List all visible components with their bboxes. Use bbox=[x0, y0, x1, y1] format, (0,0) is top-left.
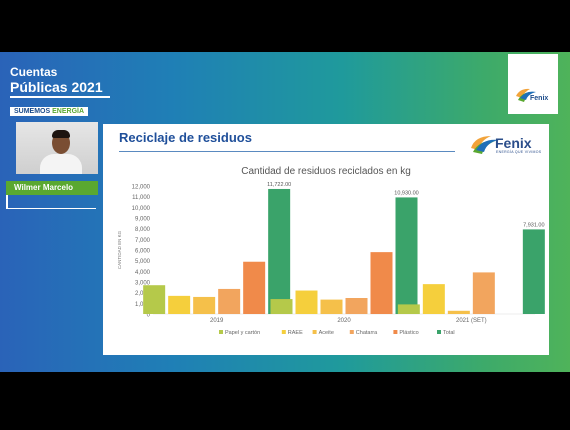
y-tick-label: 6,000 bbox=[135, 249, 151, 255]
slide-logo-text: Fenix bbox=[495, 135, 532, 151]
y-tick-label: 8,000 bbox=[135, 227, 151, 233]
legend-label-chatarra: Chatarra bbox=[356, 330, 378, 336]
legend-label-total: Total bbox=[443, 330, 455, 336]
presentation-stage: Cuentas Públicas 2021 SUMEMOS ENERGÍA Wi… bbox=[0, 52, 570, 372]
bar-aceite-0 bbox=[193, 296, 216, 314]
legend-swatch-total bbox=[437, 330, 441, 334]
y-tick-label: 3,000 bbox=[135, 281, 151, 287]
speaker-name-tag: Wilmer Marcelo bbox=[6, 181, 98, 195]
legend-label-papel: Papel y cartón bbox=[225, 330, 260, 336]
bar-plastico-0 bbox=[243, 261, 266, 314]
x-tick-label: 2019 bbox=[210, 318, 224, 324]
bar-plastico-1 bbox=[370, 252, 393, 314]
legend-swatch-papel bbox=[219, 330, 223, 334]
name-tag-underline bbox=[6, 208, 96, 209]
event-branding: Cuentas Públicas 2021 SUMEMOS ENERGÍA bbox=[10, 66, 110, 118]
y-tick-label: 10,000 bbox=[132, 206, 151, 212]
data-label-total: 11,722.00 bbox=[267, 182, 291, 188]
speaker-video bbox=[16, 122, 98, 174]
name-tag-accent bbox=[6, 195, 8, 209]
data-label-total: 7,931.00 bbox=[523, 222, 544, 228]
legend-swatch-aceite bbox=[312, 330, 317, 334]
y-tick-label: 4,000 bbox=[135, 270, 151, 276]
legend-label-raee: RAEE bbox=[288, 330, 303, 336]
bar-aceite-2 bbox=[447, 310, 470, 314]
y-tick-label: 1,000 bbox=[135, 302, 151, 308]
fenix-logo-icon bbox=[516, 88, 536, 102]
y-tick-label: 2,000 bbox=[135, 291, 151, 297]
bar-raee-0 bbox=[168, 295, 191, 314]
tag-part-2: ENERGÍA bbox=[52, 108, 85, 115]
x-tick-label: 2020 bbox=[337, 318, 351, 324]
bar-total-2 bbox=[522, 229, 545, 314]
bar-raee-1 bbox=[295, 290, 318, 314]
speaker-hair bbox=[52, 130, 70, 138]
y-tick-label: 9,000 bbox=[135, 217, 151, 223]
legend-swatch-raee bbox=[281, 330, 286, 334]
tag-part-1: SUMEMOS bbox=[14, 108, 53, 115]
bar-chatarra-0 bbox=[218, 288, 241, 314]
y-tick-label: 11,000 bbox=[132, 195, 151, 201]
brand-tagline: SUMEMOS ENERGÍA bbox=[10, 107, 89, 116]
y-tick-label: 7,000 bbox=[135, 238, 151, 244]
bar-chart: 0 1,000 2,000 3,000 4,000 5,000 6,000 7,000 8,00… bbox=[117, 182, 545, 336]
data-label-total: 10,930.00 bbox=[394, 190, 418, 196]
bar-raee-2 bbox=[422, 284, 445, 314]
bar-chatarra-1 bbox=[345, 298, 368, 314]
bar-papel-0 bbox=[143, 285, 166, 314]
brand-divider bbox=[10, 96, 110, 98]
x-tick-label: 2021 (SET) bbox=[456, 318, 487, 324]
slide-title: Reciclaje de residuos bbox=[119, 130, 252, 145]
y-tick-label: 5,000 bbox=[135, 259, 151, 265]
slide-title-rule bbox=[119, 151, 455, 152]
slide-logo-subtitle: ENERGÍA QUE VIVIMOS bbox=[496, 150, 542, 154]
brand-line1: Cuentas bbox=[10, 65, 58, 79]
corner-logo-card: Fenix bbox=[508, 54, 558, 114]
bar-papel-2 bbox=[397, 304, 420, 314]
slide-panel: Reciclaje de residuos Fenix ENERGÍA QUE … bbox=[103, 124, 549, 355]
legend-label-plastico: Plástico bbox=[399, 330, 418, 336]
bar-total-1 bbox=[395, 197, 418, 314]
chart-title: Cantidad de residuos reciclados en kg bbox=[241, 166, 411, 177]
legend-swatch-chatarra bbox=[349, 330, 354, 334]
bar-aceite-1 bbox=[320, 299, 343, 314]
y-tick-label: 12,000 bbox=[132, 185, 151, 191]
brand-line2: Públicas 2021 bbox=[10, 79, 103, 95]
legend-swatch-plastico bbox=[393, 330, 398, 334]
bar-chatarra-2 bbox=[472, 272, 495, 314]
y-tick-label: 0 bbox=[147, 313, 151, 319]
bar-total-0 bbox=[268, 188, 291, 314]
corner-logo-label: Fenix bbox=[530, 95, 549, 102]
slide-logo-icon bbox=[471, 136, 499, 154]
legend-label-aceite: Aceite bbox=[319, 330, 334, 336]
bar-papel-1 bbox=[270, 299, 293, 314]
y-axis-label: CANTIDAD EN KG bbox=[117, 230, 122, 269]
speaker-body bbox=[40, 154, 82, 174]
